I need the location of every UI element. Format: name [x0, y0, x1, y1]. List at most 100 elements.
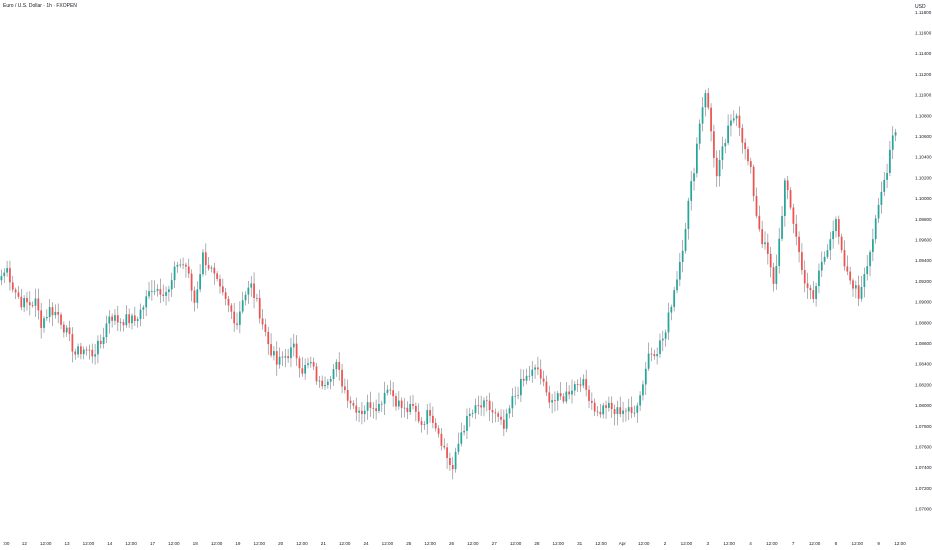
candle	[775, 254, 778, 290]
candle	[77, 343, 79, 358]
candle	[298, 355, 301, 378]
candle-body-down	[344, 386, 346, 391]
candle	[355, 397, 358, 421]
candle-body-up	[701, 107, 704, 124]
candle	[627, 398, 630, 421]
candle-body-up	[695, 143, 698, 174]
candle-body-up	[292, 343, 295, 348]
candle-body-up	[247, 287, 250, 295]
candle	[724, 138, 727, 154]
candle-body-up	[23, 297, 26, 308]
candle	[326, 378, 329, 389]
candle-body-down	[809, 287, 812, 291]
candle-body-down	[803, 270, 806, 284]
candle-body-up	[238, 311, 241, 325]
time-tick-label: 21	[321, 541, 327, 546]
candle	[537, 356, 539, 376]
candle-body-up	[582, 379, 585, 386]
time-tick-label: 24	[364, 541, 370, 546]
price-tick-label: 1.09200	[915, 279, 932, 284]
candle-body-up	[284, 356, 287, 358]
candle	[380, 400, 383, 412]
candle	[307, 357, 309, 369]
candle-body-down	[213, 267, 216, 274]
candle-body-up	[627, 407, 630, 412]
candle	[840, 233, 843, 253]
candle-body-up	[309, 362, 312, 364]
candle	[99, 334, 102, 349]
price-tick-label: 1.08600	[915, 341, 932, 346]
candle	[414, 402, 417, 422]
candle-body-up	[386, 389, 389, 393]
candle	[619, 396, 622, 418]
candle	[593, 398, 596, 416]
candle-body-down	[755, 196, 758, 216]
candle	[0, 269, 3, 286]
candle	[224, 287, 227, 306]
candle	[383, 381, 386, 415]
candle-body-up	[883, 179, 886, 192]
candle-body-up	[426, 410, 429, 425]
time-tick-label: :00	[3, 541, 10, 546]
candle	[250, 276, 253, 297]
candle-body-up	[681, 250, 684, 262]
candle	[883, 171, 886, 197]
candle-body-up	[531, 369, 534, 376]
candle-body-down	[375, 408, 377, 412]
candle	[837, 215, 840, 245]
candle-body-down	[812, 290, 815, 299]
candle	[119, 318, 122, 332]
candle	[744, 138, 747, 160]
candle	[227, 295, 230, 313]
time-tick-label: 12	[22, 541, 28, 546]
candle-body-down	[605, 405, 607, 408]
candle	[752, 164, 755, 202]
candle-body-down	[417, 411, 420, 422]
candle-body-up	[335, 362, 338, 370]
candle	[732, 110, 735, 124]
candle-body-down	[590, 400, 593, 403]
candle	[125, 305, 128, 328]
candle-body-down	[766, 242, 769, 254]
candle-body-down	[650, 353, 653, 355]
candle	[3, 268, 6, 284]
candle	[270, 333, 272, 358]
candle-body-up	[656, 354, 659, 357]
candle-body-up	[366, 402, 369, 411]
candle-body-up	[463, 430, 465, 433]
candle	[159, 278, 162, 304]
candle-body-down	[715, 157, 718, 177]
candle	[65, 324, 68, 337]
candle	[605, 400, 607, 419]
time-tick-label: 2	[664, 541, 667, 546]
candle-body-up	[775, 265, 778, 284]
candle	[710, 103, 712, 142]
candle-body-up	[179, 264, 182, 266]
candle-body-up	[82, 349, 85, 355]
candle	[801, 243, 803, 275]
price-tick-label: 1.07600	[915, 444, 932, 449]
time-tick-label: 12:00	[254, 541, 266, 546]
candle-body-up	[474, 405, 477, 414]
candle-body-down	[747, 149, 749, 162]
candle	[622, 401, 624, 423]
time-tick-label: 17	[150, 541, 156, 546]
candle	[406, 401, 409, 420]
price-tick-label: 1.10600	[915, 134, 932, 139]
candle	[664, 329, 667, 347]
candle	[97, 335, 99, 364]
candle	[656, 347, 659, 365]
candle-body-down	[554, 400, 556, 402]
candle	[108, 310, 111, 334]
candle-body-down	[593, 402, 596, 412]
price-tick-label: 1.11600	[915, 30, 932, 35]
candle	[344, 378, 346, 394]
candle	[417, 403, 420, 424]
candle	[244, 291, 247, 306]
candle-body-down	[233, 311, 236, 324]
candle-body-down	[449, 457, 451, 465]
candle-body-down	[443, 445, 446, 448]
candle	[545, 375, 548, 397]
time-tick-label: 12:00	[553, 541, 565, 546]
time-tick-label: 4	[749, 541, 752, 546]
